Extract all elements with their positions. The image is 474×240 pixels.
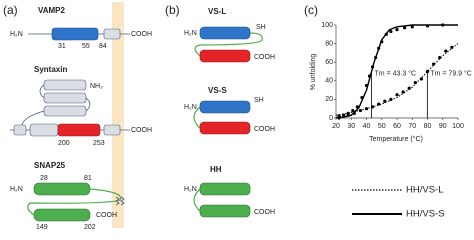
construct-title: VS-L (208, 7, 226, 16)
x-tick-label: 70 (408, 123, 416, 130)
data-point (403, 26, 407, 30)
panel-label: (b) (165, 3, 180, 17)
helix (33, 182, 91, 196)
residue: 200 (58, 140, 70, 147)
residue: 202 (84, 224, 96, 231)
data-point (342, 113, 346, 117)
n-term: H₂N (10, 186, 23, 193)
panel-label: (a) (3, 3, 18, 17)
helix (33, 208, 91, 222)
x-tick-label: 40 (363, 123, 371, 130)
data-point (410, 25, 414, 29)
residue: 253 (93, 140, 105, 147)
tm-domain (103, 28, 121, 40)
tm-annotation: Tm = 79.9 °C (430, 69, 472, 77)
helix (51, 27, 99, 41)
data-point (351, 108, 355, 113)
legend-label: HH/VS-S (406, 209, 445, 220)
linker (193, 188, 201, 212)
sh: SH (256, 24, 266, 31)
helix (199, 204, 251, 218)
protein-title: Syntaxin (34, 65, 67, 74)
data-point (395, 28, 399, 32)
construct-title: VS-S (208, 86, 227, 95)
data-point (346, 111, 350, 115)
x-tick-label: 60 (393, 123, 401, 130)
helix (43, 105, 87, 117)
residue: 84 (99, 43, 107, 50)
y-tick-label: 100 (321, 22, 333, 29)
protein-title: VAMP2 (38, 6, 66, 15)
c-term: COOH (131, 127, 152, 134)
domain (13, 124, 27, 136)
helix (43, 92, 87, 104)
x-tick-label: 20 (332, 123, 340, 130)
helix (57, 123, 101, 137)
domain (29, 123, 59, 137)
tm-domain (103, 124, 121, 136)
n-term: NH₂ (90, 83, 103, 90)
y-tick-label: 0 (329, 115, 333, 122)
helix (43, 79, 87, 91)
linker (27, 188, 122, 216)
linker (193, 106, 201, 129)
y-axis-label: % unfolding (310, 54, 317, 91)
n-term: H₂N (184, 104, 197, 111)
x-axis-label: Temperature (°C) (369, 135, 423, 143)
residue: 81 (84, 175, 92, 182)
y-tick-label: 60 (325, 59, 333, 66)
c-term: COOH (254, 54, 275, 61)
palmitoyl (115, 196, 125, 206)
residue: 149 (36, 224, 48, 231)
legend-label: HH/VS-L (406, 185, 443, 196)
fit-curve (335, 43, 459, 116)
data-point (395, 93, 399, 97)
c-term: COOH (96, 212, 117, 219)
n-term: H₂N (184, 30, 197, 37)
protein-title: SNAP25 (34, 161, 66, 170)
n-term: H₂N (10, 31, 23, 38)
n-term: H₂N (184, 186, 197, 193)
x-tick-label: 30 (347, 123, 355, 130)
c-term: COOH (254, 209, 275, 216)
linker (194, 32, 263, 57)
helix (199, 121, 251, 135)
y-tick-label: 20 (325, 96, 333, 103)
panel-label: (c) (304, 3, 318, 17)
construct-title: HH (210, 165, 222, 174)
c-term: COOH (254, 126, 275, 133)
data-point (371, 105, 375, 109)
membrane-band (112, 2, 124, 228)
data-point (444, 49, 448, 53)
data-point (389, 29, 393, 34)
x-tick-label: 80 (424, 123, 432, 130)
tm-annotation: Tm = 43.3 °C (375, 69, 417, 77)
x-tick-label: 90 (439, 123, 447, 130)
sh: SH (254, 97, 264, 104)
c-term: COOH (131, 31, 152, 38)
residue: 28 (40, 175, 48, 182)
x-tick-label: 50 (378, 123, 386, 130)
helix (199, 26, 251, 40)
y-tick-label: 80 (325, 40, 333, 47)
y-tick-label: 40 (325, 78, 333, 85)
helix (199, 49, 251, 63)
residue: 55 (82, 43, 90, 50)
data-point (432, 62, 436, 66)
helix (199, 100, 251, 114)
x-tick-label: 100 (452, 123, 464, 130)
data-point (438, 55, 442, 60)
figure: (a) VAMP2 H₂N 31 55 84 COOH Syntaxin NH₂… (3, 2, 472, 231)
fit-curve (335, 24, 458, 119)
residue: 31 (58, 43, 66, 50)
helix (199, 182, 251, 196)
